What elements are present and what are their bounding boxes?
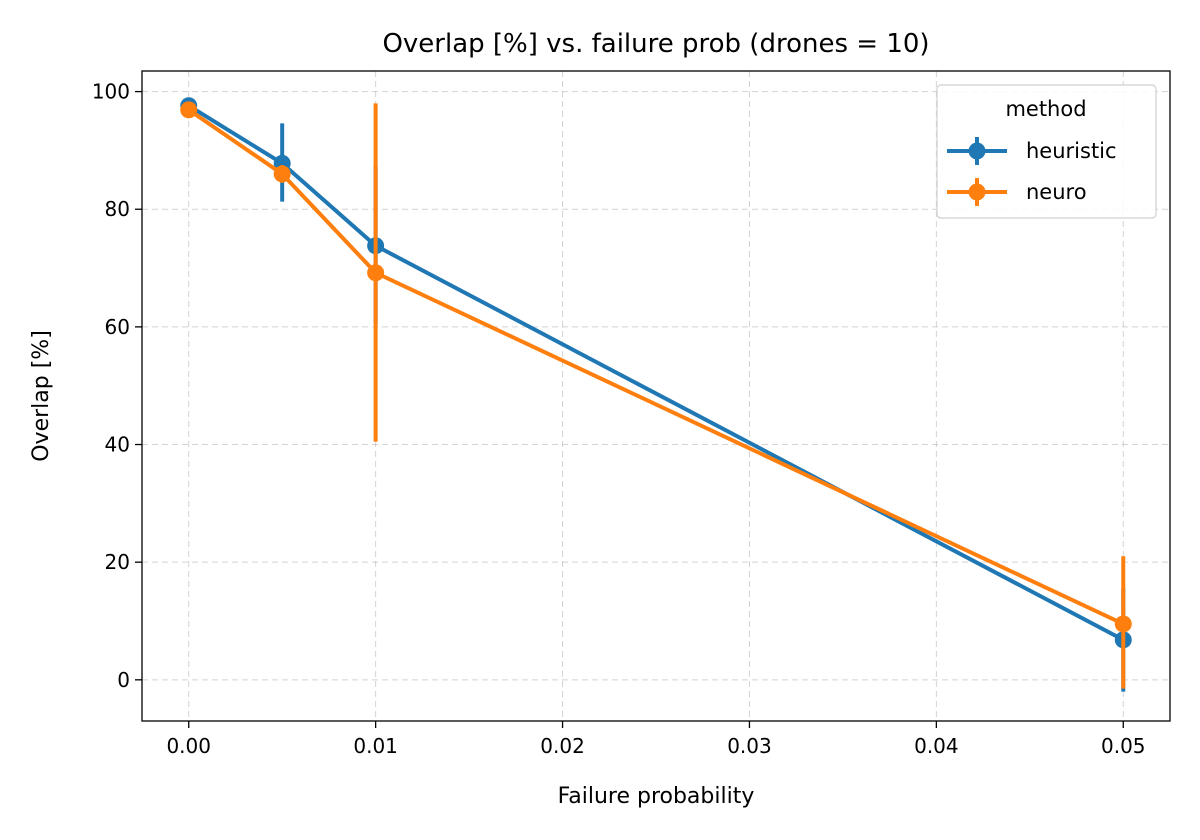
series-line <box>187 108 1125 626</box>
x-axis-label: Failure probability <box>558 784 755 809</box>
plot-frame <box>141 70 1171 722</box>
data-point <box>367 264 385 282</box>
x-tick-label: 0.02 <box>540 734 585 758</box>
legend: method heuristic neuro <box>936 84 1157 219</box>
series-neuro <box>180 101 1132 689</box>
series-layer <box>180 97 1132 692</box>
legend-entries: heuristic neuro <box>947 137 1117 206</box>
x-tick-label: 0.04 <box>914 734 959 758</box>
y-tick-label: 40 <box>105 433 130 457</box>
legend-label: heuristic <box>1026 139 1117 163</box>
x-tick-label: 0.05 <box>1101 734 1146 758</box>
y-tick-label: 60 <box>105 315 130 339</box>
x-tick-label: 0.01 <box>353 734 398 758</box>
legend-title: method <box>1005 97 1086 121</box>
legend-box <box>936 84 1157 219</box>
x-tick-label: 0.00 <box>166 734 211 758</box>
axis-ticks: 0.00 0.01 0.02 0.03 0.04 0.05 0 20 40 60 80 100 <box>92 80 1146 758</box>
y-axis-label: Overlap [%] <box>29 330 54 462</box>
series-line <box>187 104 1125 642</box>
grid <box>142 71 1170 721</box>
legend-entry-heuristic: heuristic <box>947 137 1117 165</box>
y-tick-label: 20 <box>105 550 130 574</box>
data-point <box>180 101 198 119</box>
chart-title: Overlap [%] vs. failure prob (drones = 1… <box>382 29 929 59</box>
legend-marker <box>968 142 986 160</box>
legend-marker <box>968 183 986 201</box>
data-point <box>273 165 291 183</box>
data-point <box>1114 615 1132 633</box>
legend-label: neuro <box>1026 180 1087 204</box>
x-tick-label: 0.03 <box>727 734 772 758</box>
y-tick-label: 100 <box>92 80 130 104</box>
legend-entry-neuro: neuro <box>947 178 1087 206</box>
y-tick-label: 80 <box>105 197 130 221</box>
y-tick-label: 0 <box>117 668 130 692</box>
